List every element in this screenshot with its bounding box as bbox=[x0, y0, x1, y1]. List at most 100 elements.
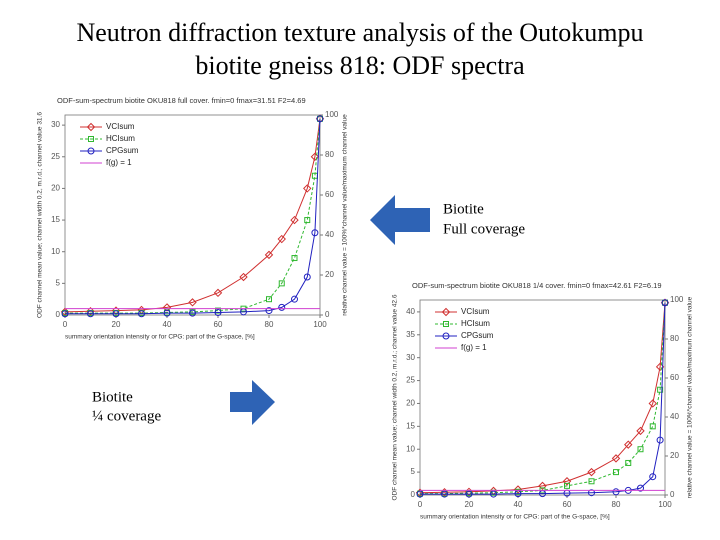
legend-label: VCIsum bbox=[106, 122, 135, 131]
y-tick-label: 25 bbox=[406, 376, 415, 385]
legend-label: HCIsum bbox=[106, 134, 135, 143]
marker bbox=[562, 477, 572, 486]
marker bbox=[564, 482, 570, 489]
marker bbox=[303, 184, 312, 193]
marker bbox=[291, 295, 298, 303]
x-tick-label: 20 bbox=[112, 320, 121, 329]
marker bbox=[311, 229, 319, 237]
y2-tick-label: 20 bbox=[325, 270, 334, 279]
y-tick-label: 30 bbox=[406, 353, 415, 362]
legend-label: HCIsum bbox=[461, 319, 490, 328]
marker bbox=[87, 310, 94, 318]
marker bbox=[213, 288, 223, 298]
x-tick-label: 60 bbox=[214, 320, 223, 329]
x-tick-label: 0 bbox=[418, 500, 423, 509]
y2-tick-label: 100 bbox=[325, 110, 339, 119]
marker bbox=[490, 490, 497, 498]
y-axis-label: ODF channel mean value; channel width 0.… bbox=[392, 294, 399, 500]
marker bbox=[310, 152, 320, 161]
legend-marker bbox=[441, 307, 451, 317]
x-axis-label: summary orientation intensity or for CPG… bbox=[65, 334, 255, 341]
y-tick-label: 35 bbox=[406, 330, 415, 339]
legend-label: VCIsum bbox=[461, 307, 490, 316]
marker bbox=[304, 217, 311, 224]
marker bbox=[303, 273, 311, 281]
x-tick-label: 40 bbox=[163, 320, 172, 329]
x-tick-label: 60 bbox=[563, 500, 572, 509]
legend-label: CPGsum bbox=[461, 331, 494, 340]
marker bbox=[163, 309, 171, 317]
marker bbox=[264, 250, 274, 260]
annotation: Biotite bbox=[443, 201, 484, 217]
y-tick-label: 40 bbox=[406, 307, 415, 316]
series-line bbox=[65, 118, 321, 315]
y-axis-label: ODF channel mean value; channel width 0.… bbox=[37, 112, 44, 318]
y2-tick-label: 20 bbox=[670, 451, 679, 460]
marker bbox=[513, 485, 523, 494]
y2-tick-label: 80 bbox=[325, 150, 334, 159]
x-axis-label: summary orientation intensity or for CPG… bbox=[420, 514, 610, 521]
marker bbox=[278, 303, 286, 311]
y-tick-label: 25 bbox=[51, 152, 60, 161]
marker bbox=[278, 280, 285, 287]
marker bbox=[266, 296, 272, 303]
marker bbox=[648, 399, 657, 408]
marker bbox=[416, 490, 424, 498]
y2-tick-label: 40 bbox=[325, 230, 334, 239]
slide-title: Neutron diffraction texture analysis of … bbox=[76, 18, 643, 47]
y2-tick-label: 0 bbox=[325, 310, 330, 319]
marker bbox=[613, 469, 619, 476]
x-tick-label: 20 bbox=[465, 500, 474, 509]
marker bbox=[189, 309, 196, 317]
marker bbox=[265, 307, 273, 315]
y-tick-label: 20 bbox=[406, 399, 415, 408]
y-tick-label: 5 bbox=[411, 467, 416, 476]
marker bbox=[441, 490, 448, 498]
y2-tick-label: 60 bbox=[670, 373, 679, 382]
chart-title: ODF-sum-spectrum biotite OKU818 1/4 cove… bbox=[412, 281, 662, 290]
marker bbox=[290, 215, 299, 225]
marker bbox=[138, 310, 145, 318]
slide-title: biotite gneiss 818: ODF spectra bbox=[195, 51, 525, 80]
y-tick-label: 0 bbox=[56, 310, 61, 319]
plot-frame bbox=[64, 114, 321, 316]
y-tick-label: 15 bbox=[406, 421, 415, 430]
marker bbox=[214, 308, 222, 316]
marker bbox=[656, 436, 664, 444]
marker bbox=[162, 303, 172, 312]
marker bbox=[188, 298, 197, 307]
x-tick-label: 40 bbox=[514, 500, 523, 509]
marker bbox=[612, 488, 620, 496]
marker bbox=[611, 454, 621, 463]
arrow-left bbox=[370, 195, 430, 245]
y2-axis-label: relative channel value = 100%*channel va… bbox=[342, 114, 349, 316]
y-tick-label: 10 bbox=[406, 444, 415, 453]
legend-label: f(g) = 1 bbox=[106, 158, 132, 167]
marker bbox=[637, 484, 644, 492]
legend-marker bbox=[442, 332, 450, 340]
x-tick-label: 80 bbox=[612, 500, 621, 509]
series-line bbox=[65, 118, 321, 314]
y2-tick-label: 40 bbox=[670, 412, 679, 421]
y-tick-label: 30 bbox=[51, 120, 60, 129]
marker bbox=[465, 490, 473, 498]
marker bbox=[657, 386, 664, 393]
legend-marker bbox=[87, 147, 95, 155]
series-line bbox=[419, 302, 666, 494]
series-line bbox=[64, 118, 321, 313]
marker bbox=[316, 115, 324, 123]
marker bbox=[636, 426, 645, 436]
x-tick-label: 0 bbox=[63, 320, 68, 329]
marker bbox=[588, 489, 595, 497]
legend-label: f(g) = 1 bbox=[461, 343, 487, 352]
y2-tick-label: 100 bbox=[670, 295, 684, 304]
x-tick-label: 80 bbox=[265, 320, 274, 329]
annotation: ¼ coverage bbox=[92, 408, 161, 424]
y-tick-label: 15 bbox=[51, 215, 60, 224]
marker bbox=[588, 478, 595, 485]
y2-axis-label: relative channel value = 100%*channel va… bbox=[687, 296, 694, 498]
legend-marker bbox=[443, 321, 449, 327]
y2-tick-label: 60 bbox=[325, 190, 334, 199]
marker bbox=[239, 272, 248, 282]
